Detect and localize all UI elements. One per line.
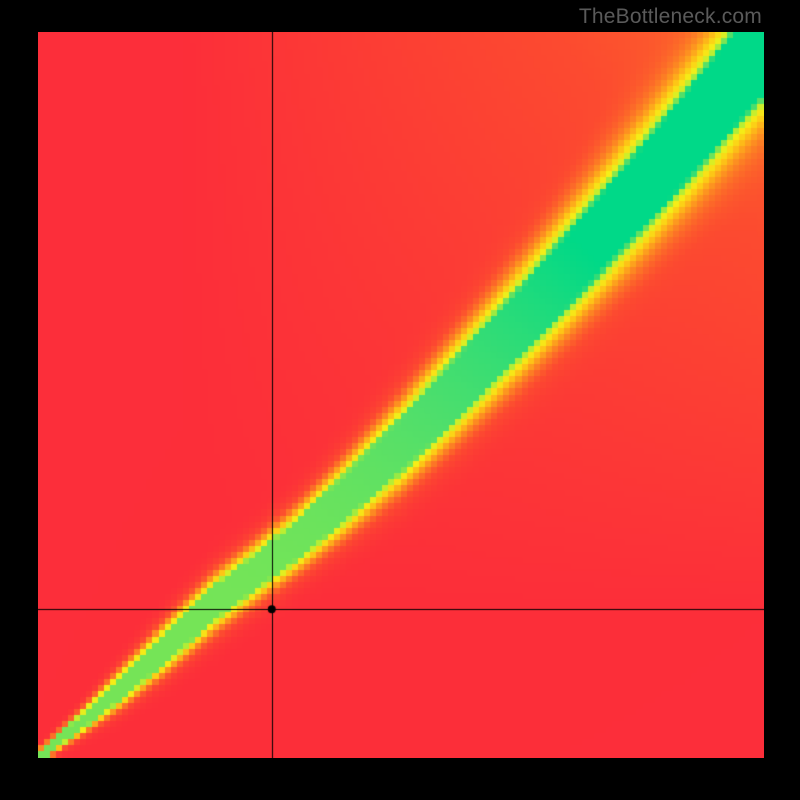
watermark-text: TheBottleneck.com [579,5,762,29]
heatmap-chart [38,32,764,758]
container: TheBottleneck.com [0,0,800,800]
